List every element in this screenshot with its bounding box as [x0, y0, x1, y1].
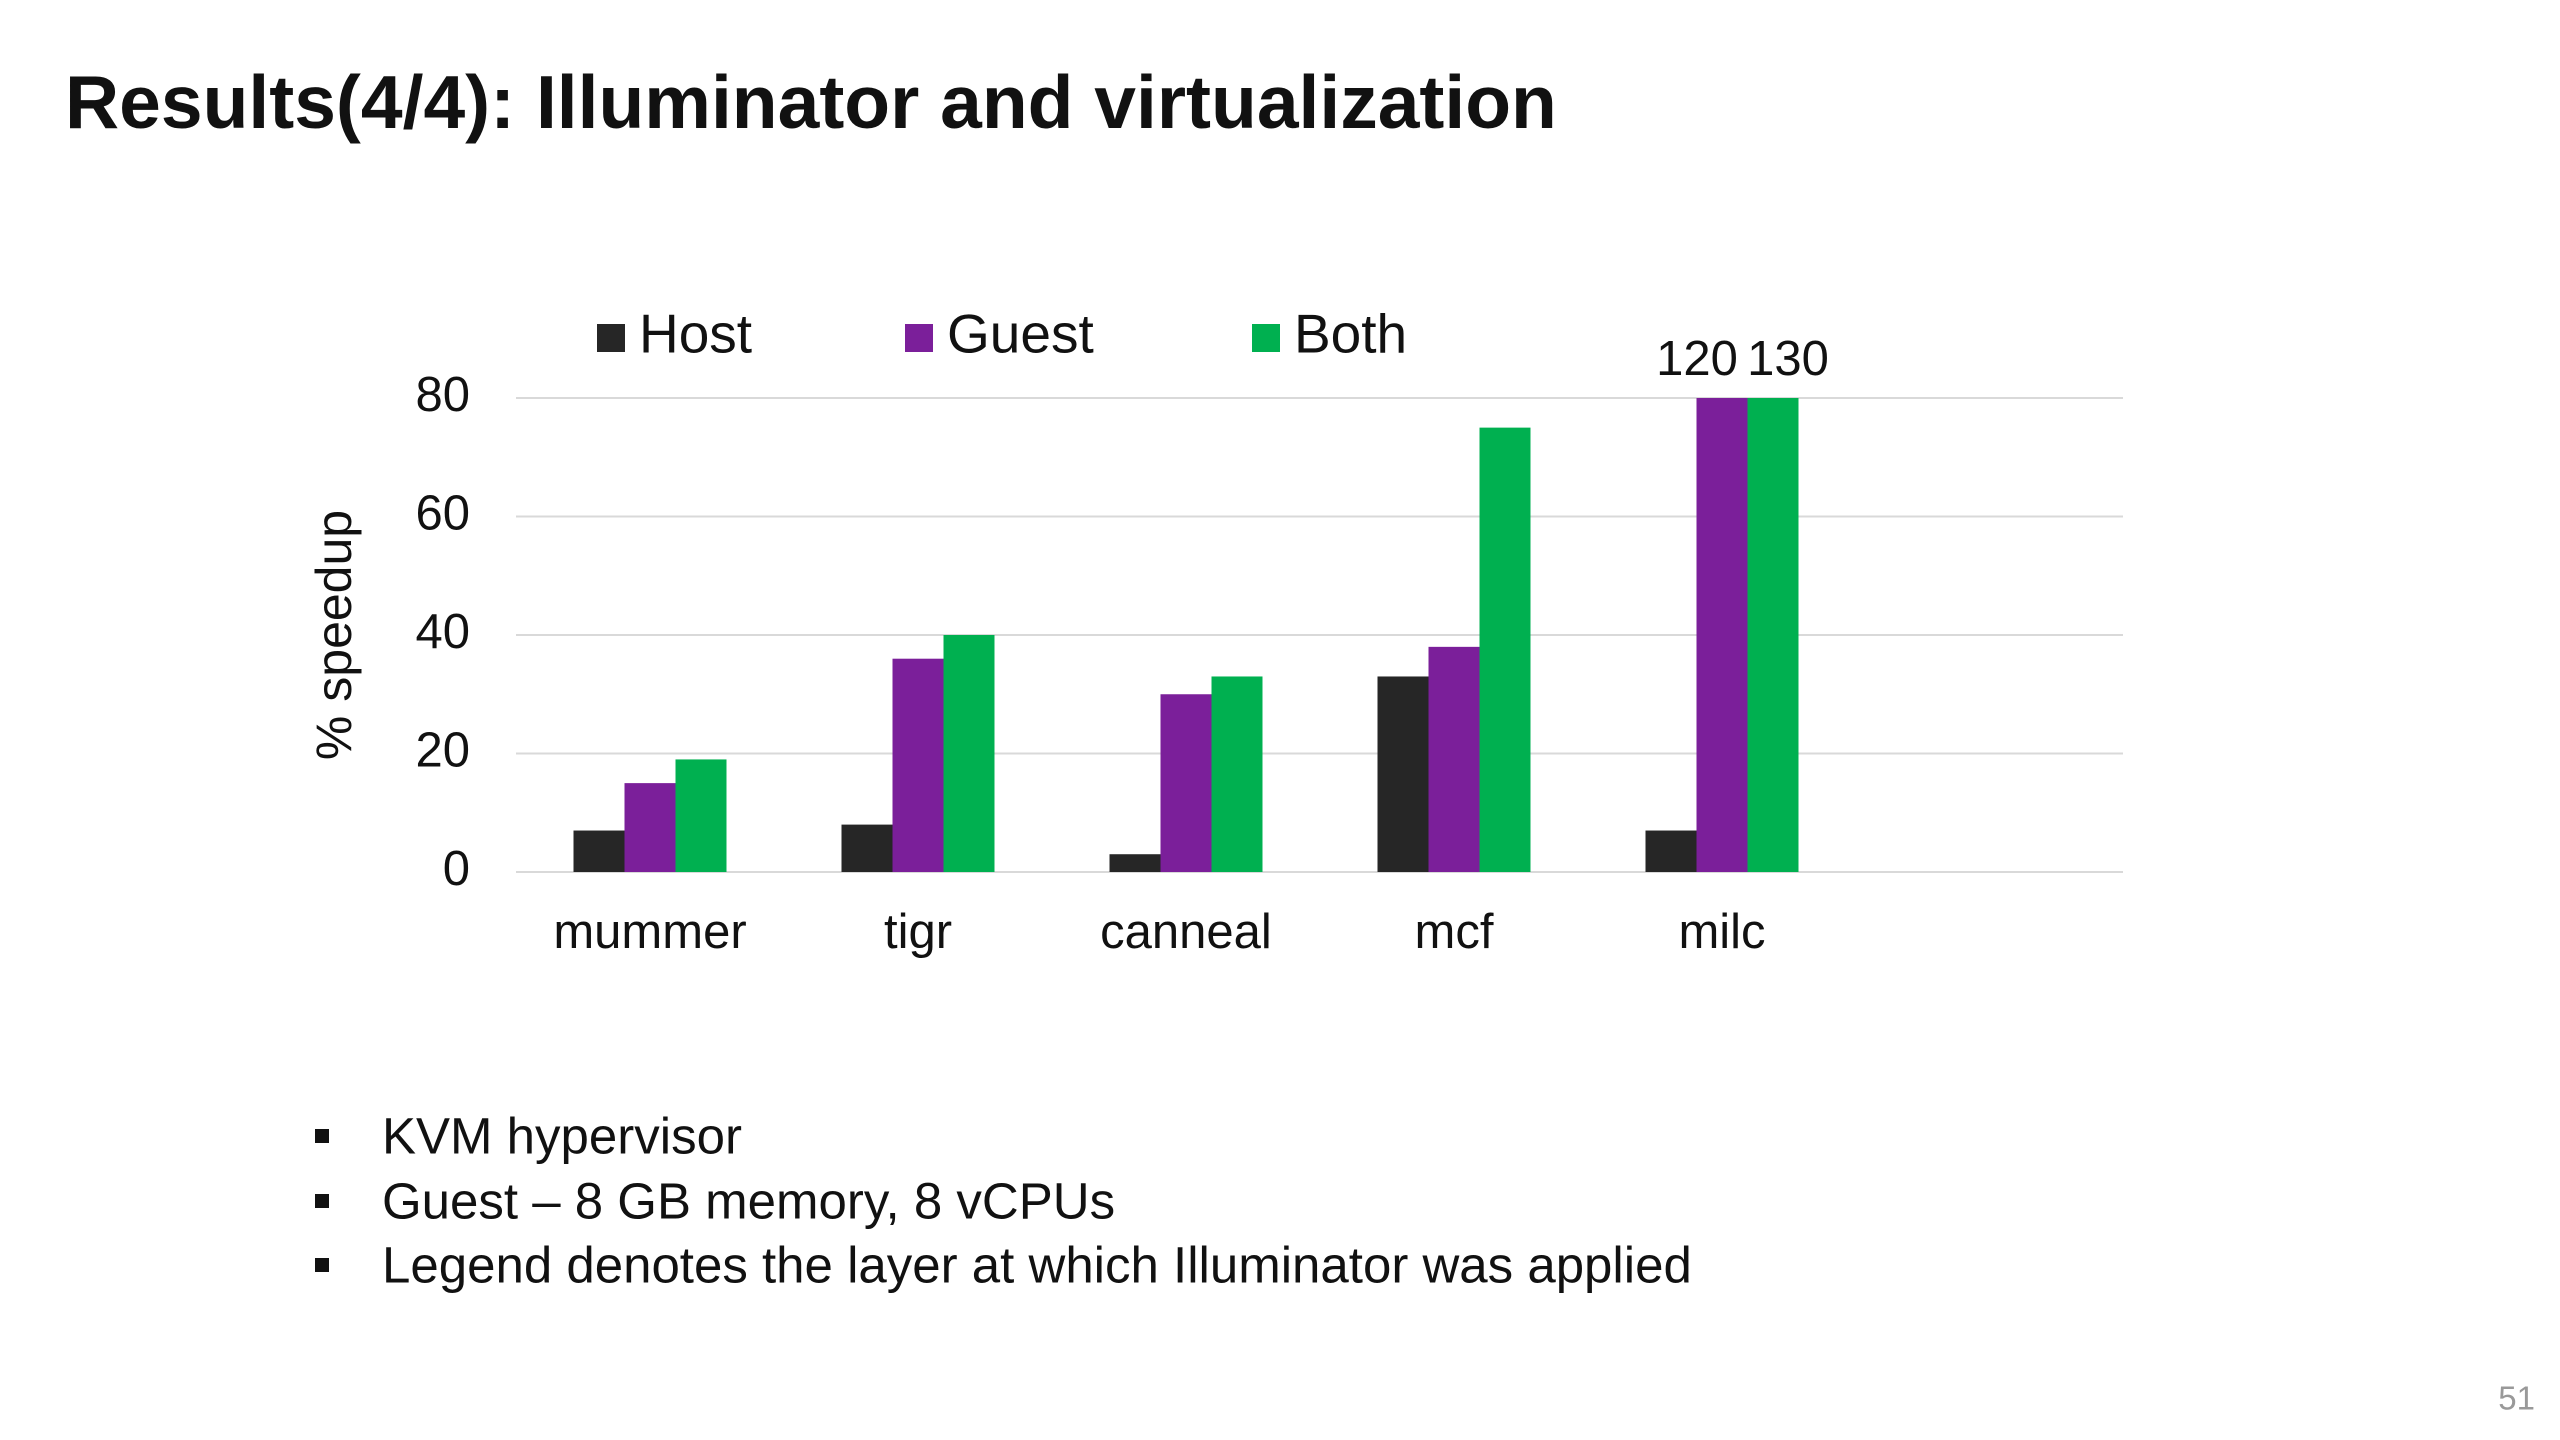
bar — [1377, 676, 1429, 872]
bar — [1160, 694, 1212, 872]
value-label: 130 — [1747, 332, 1829, 386]
bar — [573, 830, 625, 872]
legend-swatch — [905, 324, 933, 352]
legend-label: Guest — [947, 303, 1094, 365]
x-tick-label: canneal — [1100, 905, 1272, 959]
legend-label: Both — [1294, 303, 1407, 365]
legend-swatch — [597, 324, 625, 352]
bullet-text: Guest – 8 GB memory, 8 vCPUs — [382, 1172, 1115, 1229]
slide-title: Results(4/4): Illuminator and virtualiza… — [65, 60, 1557, 144]
value-label: 120 — [1656, 332, 1738, 386]
bar — [624, 783, 676, 872]
bullet — [315, 1258, 329, 1272]
x-tick-label: mummer — [553, 905, 746, 959]
bar — [1428, 646, 1480, 872]
bar — [1479, 427, 1531, 872]
bar — [1211, 676, 1263, 872]
y-tick-label: 60 — [415, 486, 470, 540]
bar — [1696, 398, 1748, 872]
bullet-text: KVM hypervisor — [382, 1107, 742, 1164]
y-tick-label: 80 — [415, 368, 470, 422]
y-axis-label: % speedup — [306, 510, 362, 760]
y-tick-label: 40 — [415, 605, 470, 659]
y-tick-label: 20 — [415, 723, 470, 777]
bar — [892, 658, 944, 872]
bar — [943, 635, 995, 872]
x-tick-label: tigr — [884, 905, 952, 959]
y-tick-label: 0 — [443, 842, 470, 896]
bar — [675, 759, 727, 872]
legend-swatch — [1252, 324, 1280, 352]
x-tick-label: mcf — [1415, 905, 1494, 959]
bar — [1109, 854, 1161, 872]
bullet — [315, 1194, 329, 1208]
bar — [1645, 830, 1697, 872]
bars — [573, 398, 1799, 872]
bar — [841, 824, 893, 872]
bar — [1747, 398, 1799, 872]
page-number: 51 — [2498, 1380, 2535, 1417]
x-tick-label: milc — [1678, 905, 1765, 959]
bullet-text: Legend denotes the layer at which Illumi… — [382, 1236, 1692, 1293]
bullet — [315, 1129, 329, 1143]
legend-label: Host — [639, 303, 752, 365]
